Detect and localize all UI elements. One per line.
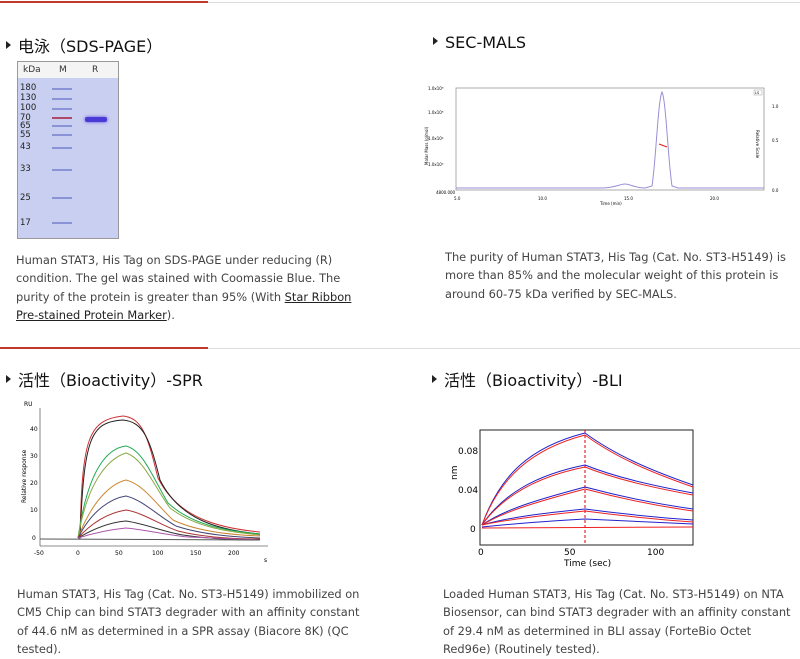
gel-header-marker: M: [59, 65, 67, 75]
x-tick: 50: [564, 548, 576, 558]
y-tick: 20: [30, 480, 38, 487]
x-tick: 100: [647, 548, 664, 558]
spr-chart: RU 40 30 20 10 0 Relative response -50 0…: [21, 401, 268, 564]
bli-curves: [481, 432, 694, 529]
y-unit: RU: [24, 401, 33, 408]
x-tick: 5.0: [454, 196, 461, 201]
x-tick: 10.0: [538, 196, 547, 201]
mw-label: 130: [20, 93, 37, 103]
y-tick: 0.04: [458, 486, 478, 496]
y-tick: 30: [30, 453, 38, 460]
bullet-arrow-icon: [6, 41, 11, 49]
section-title-spr: 活性（Bioactivity）-SPR: [6, 367, 203, 391]
x-tick: 15.0: [624, 196, 633, 201]
right-tick: 0.0: [772, 188, 779, 193]
sds-page-gel-image: kDa M R 180 130 100 70 65 55 43 33 25 17: [17, 61, 119, 239]
y-tick: 1.0x10⁵: [428, 110, 444, 115]
y-tick: 0: [32, 535, 36, 542]
y-tick: 1.0x10³: [428, 162, 444, 167]
right-tick: 0.5: [772, 138, 779, 143]
ls-trace: [456, 90, 764, 189]
y-tick: 40: [30, 426, 38, 433]
right-axis-label: Relative Scale: [755, 130, 760, 159]
y-tick: 10: [30, 507, 38, 514]
mw-label: 43: [20, 142, 31, 152]
y-tick: 4800.000: [436, 190, 456, 195]
x-tick: 100: [152, 550, 164, 557]
mw-label: 33: [20, 164, 31, 174]
section-title-bli: 活性（Bioactivity）-BLI: [432, 367, 623, 391]
protein-band: [85, 117, 107, 122]
sec-mals-description: The purity of Human STAT3, His Tag (Cat.…: [445, 250, 786, 301]
x-tick: 200: [228, 550, 240, 557]
y-axis-label: Molar Mass (g/mol): [424, 126, 429, 165]
gel-header: kDa M R: [18, 62, 118, 78]
bullet-arrow-icon: [6, 375, 11, 383]
mw-label: 70: [20, 113, 31, 123]
spr-description: Human STAT3, His Tag (Cat. No. ST3-H5149…: [17, 587, 360, 657]
x-tick: 20.0: [710, 196, 719, 201]
marker-link[interactable]: Star Ribbon Pre-stained Protein Marker: [16, 289, 352, 323]
y-tick: 1.0x10⁴: [428, 136, 444, 141]
x-tick: 0: [478, 548, 484, 558]
section-title-sds-page: 电泳（SDS-PAGE）: [6, 33, 162, 57]
section-title-sec-mals: SEC-MALS: [433, 33, 526, 52]
x-axis-label: s: [264, 557, 267, 564]
mw-label: 55: [20, 130, 31, 140]
mw-label: 65: [20, 121, 31, 131]
bli-description: Loaded Human STAT3, His Tag (Cat. No. ST…: [443, 587, 791, 657]
mw-label: 25: [20, 193, 31, 203]
x-tick: 0: [76, 550, 80, 557]
bullet-arrow-icon: [433, 37, 438, 45]
gel-header-reducing: R: [92, 65, 99, 75]
bullet-arrow-icon: [432, 375, 437, 383]
y-axis-label: nm: [450, 466, 460, 480]
spr-sensorgrams: [39, 415, 261, 541]
top-divider: [0, 1, 800, 3]
right-tick: 1.0: [772, 104, 779, 109]
gel-header-kda: kDa: [23, 65, 41, 75]
legend: LS: [755, 91, 760, 95]
middle-divider: [0, 347, 800, 349]
mw-label: 17: [20, 218, 31, 228]
y-tick: 1.0x10⁶: [428, 86, 444, 91]
x-tick: 150: [190, 550, 202, 557]
x-tick: -50: [34, 550, 44, 557]
y-axis-label: Relative response: [21, 449, 28, 503]
sec-mals-chart: 1.0x10⁶ 1.0x10⁵ 1.0x10⁴ 1.0x10³ 4800.000…: [424, 86, 779, 206]
mw-label: 100: [20, 103, 37, 113]
bli-chart: 0.08 0.04 0 nm 0 50 100 Time (sec): [450, 429, 694, 569]
y-tick: 0.08: [458, 447, 478, 457]
x-tick: 50: [115, 550, 123, 557]
molar-mass-trace: [658, 143, 668, 148]
x-axis-label: Time (sec): [563, 559, 611, 569]
x-axis-label: Time (min): [599, 201, 622, 206]
mw-label: 180: [20, 83, 37, 93]
sds-page-description: Human STAT3, His Tag on SDS-PAGE under r…: [16, 253, 352, 323]
y-tick: 0: [470, 525, 476, 535]
